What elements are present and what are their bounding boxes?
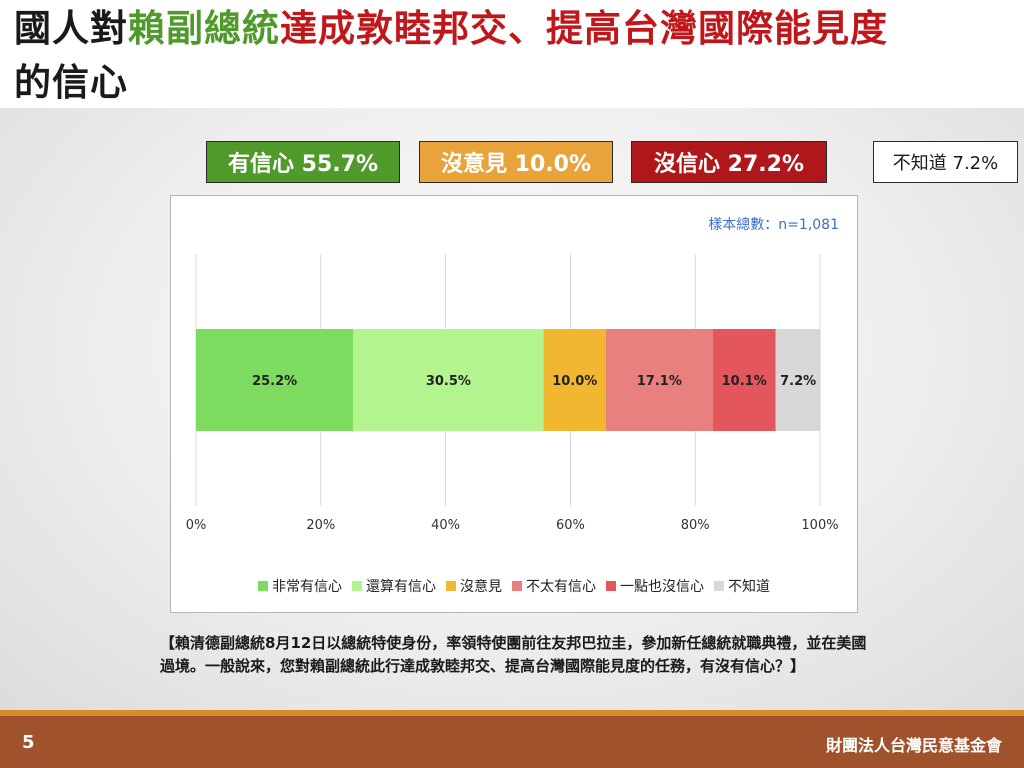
summary-confident: 有信心 55.7% xyxy=(206,141,400,183)
bar-data-label: 30.5% xyxy=(426,374,471,389)
legend-item: 還算有信心 xyxy=(352,576,436,596)
bar-segment xyxy=(775,329,821,431)
sample-size-note: 樣本總數：n=1,081 xyxy=(708,217,839,233)
stacked-bar-chart: 25.2% 30.5% 10.0% 17.1% 10.1% 7.2% 0% 20% 40% 60… xyxy=(186,254,839,533)
survey-question: 【賴清德副總統8月12日以總統特使身份，率領特使團前往友邦巴拉圭，參加新任總統就… xyxy=(160,634,867,675)
x-tick-label: 20% xyxy=(306,518,335,533)
footer-bar: 5 財團法人台灣民意基金會 xyxy=(0,716,1024,768)
bar-data-label: 10.1% xyxy=(722,374,767,389)
summary-not-confident: 沒信心 27.2% xyxy=(631,141,827,183)
x-tick-label: 40% xyxy=(431,518,460,533)
legend-swatch xyxy=(714,581,724,591)
summary-unknown: 不知道 7.2% xyxy=(873,141,1018,183)
x-tick-label: 0% xyxy=(186,518,207,533)
legend-label: 還算有信心 xyxy=(366,579,436,595)
bar-segment xyxy=(543,329,606,431)
bar-segment xyxy=(712,329,776,431)
title-part1: 國人對 xyxy=(14,7,128,50)
legend-swatch xyxy=(606,581,616,591)
bar-data-label: 17.1% xyxy=(637,374,682,389)
bar-data-label: 25.2% xyxy=(252,374,297,389)
x-tick-label: 100% xyxy=(801,518,838,533)
legend-swatch xyxy=(352,581,362,591)
legend-swatch xyxy=(446,581,456,591)
legend-item: 不太有信心 xyxy=(512,576,596,596)
title-line2: 的信心 xyxy=(14,61,128,104)
title-area: 國人對賴副總統達成敦睦邦交、提高台灣國際能見度 的信心 xyxy=(0,0,1024,108)
legend-item: 一點也沒信心 xyxy=(606,576,704,596)
legend-swatch xyxy=(258,581,268,591)
bar-data-label: 7.2% xyxy=(780,374,816,389)
legend-label: 一點也沒信心 xyxy=(620,579,704,595)
summary-no-opinion: 沒意見 10.0% xyxy=(419,141,613,183)
page-number: 5 xyxy=(22,732,35,753)
legend-item: 非常有信心 xyxy=(258,576,342,596)
bar-segment xyxy=(196,329,354,431)
chart-legend: 非常有信心 還算有信心 沒意見 不太有信心 一點也沒信心 不知道 xyxy=(171,576,857,596)
footer-stripe xyxy=(0,710,1024,716)
title-part2: 賴副總統 xyxy=(128,7,280,50)
legend-swatch xyxy=(512,581,522,591)
bar-data-label: 10.0% xyxy=(552,374,597,389)
legend-item: 沒意見 xyxy=(446,576,502,596)
chart-frame: 樣本總數：n=1,081 25.2% 30.5% 10.0% 17.1% 10.1% 7.… xyxy=(170,195,858,613)
title-part3: 達成敦睦邦交、提高台灣國際能見度 xyxy=(280,7,888,50)
legend-label: 不知道 xyxy=(728,579,770,595)
legend-label: 不太有信心 xyxy=(526,579,596,595)
legend-label: 沒意見 xyxy=(460,579,502,595)
x-tick-label: 80% xyxy=(681,518,710,533)
legend-label: 非常有信心 xyxy=(272,579,342,595)
x-tick-label: 60% xyxy=(556,518,585,533)
legend-item: 不知道 xyxy=(714,576,770,596)
bar-segment xyxy=(353,329,544,431)
slide-title: 國人對賴副總統達成敦睦邦交、提高台灣國際能見度 的信心 xyxy=(14,2,1010,110)
organization-name: 財團法人台灣民意基金會 xyxy=(825,736,1002,755)
bar-segment xyxy=(605,329,713,431)
